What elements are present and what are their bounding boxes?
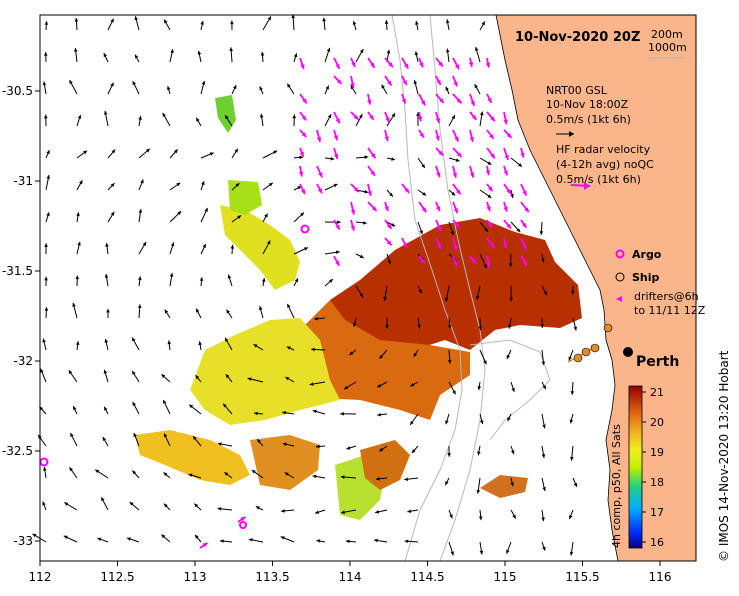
colorbar-tick-label: 16 xyxy=(650,536,664,549)
colorbar-tick-label: 21 xyxy=(650,386,664,399)
drifter-point xyxy=(604,324,612,332)
x-tick-label: 114.5 xyxy=(410,570,444,584)
colorbar-label: 4h comp, p50, All Sats xyxy=(610,424,623,548)
legend-drifters-line2: to 11/11 12Z xyxy=(634,304,706,317)
y-tick-label: -32 xyxy=(13,354,33,368)
colorbar-tick-label: 20 xyxy=(650,416,664,429)
drifter-point xyxy=(591,344,599,352)
x-tick-label: 113.5 xyxy=(255,570,289,584)
x-tick-label: 115 xyxy=(494,570,517,584)
credit-text: © IMOS 14-Nov-2020 13:20 Hobart xyxy=(717,350,731,562)
legend-ship-label: Ship xyxy=(632,271,660,284)
x-tick-label: 116 xyxy=(649,570,672,584)
legend-argo-label: Argo xyxy=(632,248,662,261)
colorbar-tick-label: 17 xyxy=(650,506,664,519)
drifter-point xyxy=(582,348,590,356)
y-tick-label: -33 xyxy=(13,534,33,548)
colorbar xyxy=(629,386,642,548)
legend-model-time: 10-Nov 18:00Z xyxy=(546,98,629,111)
x-axis: 112 112.5 113 113.5 114 114.5 115 115.5 … xyxy=(29,561,672,584)
legend-model-scale: 0.5m/s (1kt 6h) xyxy=(546,113,631,126)
x-tick-label: 114 xyxy=(339,570,362,584)
legend-drifters-line1: drifters@6h xyxy=(634,290,699,303)
y-tick-label: -30.5 xyxy=(2,84,33,98)
legend-radar-name: HF radar velocity xyxy=(556,143,651,156)
y-tick-label: -31.5 xyxy=(2,264,33,278)
y-axis: -30.5 -31 -31.5 -32 -32.5 -33 xyxy=(2,84,40,548)
legend-radar-avg: (4-12h avg) noQC xyxy=(556,158,654,171)
legend-radar-scale: 0.5m/s (1kt 6h) xyxy=(556,173,641,186)
x-tick-label: 113 xyxy=(184,570,207,584)
drifter-point xyxy=(574,354,582,362)
x-tick-label: 112.5 xyxy=(100,570,134,584)
map-title: 10-Nov-2020 20Z xyxy=(515,30,640,45)
x-tick-label: 115.5 xyxy=(565,570,599,584)
perth-marker[interactable] xyxy=(623,347,633,357)
place-label-perth: Perth xyxy=(636,354,679,370)
colorbar-tick-label: 18 xyxy=(650,476,664,489)
x-tick-label: 112 xyxy=(29,570,52,584)
isobath-label-200m: 200m xyxy=(651,28,683,41)
isobath-label-1000m: 1000m xyxy=(648,41,687,54)
y-tick-label: -32.5 xyxy=(2,444,33,458)
colorbar-tick-label: 19 xyxy=(650,446,664,459)
y-tick-label: -31 xyxy=(13,174,33,188)
legend-model-name: NRT00 GSL xyxy=(546,84,608,97)
